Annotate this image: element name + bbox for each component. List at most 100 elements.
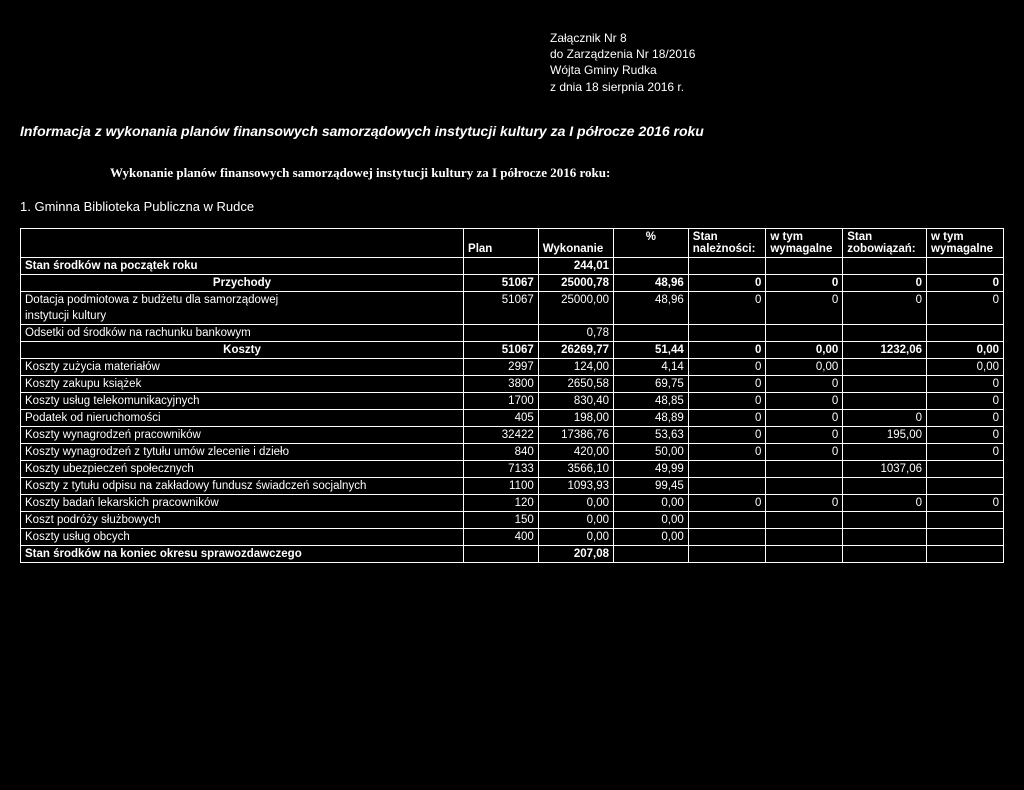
row-label: Koszty usług obcych — [21, 528, 464, 545]
table-row: Odsetki od środków na rachunku bankowym … — [21, 324, 1004, 341]
cell — [843, 511, 927, 528]
cell: 0,00 — [614, 494, 689, 511]
cell: 0 — [927, 291, 1004, 324]
cell: 0 — [927, 274, 1004, 291]
row-label: Koszty — [21, 341, 464, 358]
table-row: Koszty zakupu książek 3800 2650,58 69,75… — [21, 375, 1004, 392]
cell — [927, 528, 1004, 545]
cell: 400 — [464, 528, 539, 545]
cell: 2650,58 — [538, 375, 613, 392]
cell — [843, 375, 927, 392]
cell: 25000,00 — [538, 291, 613, 324]
col-blank — [21, 228, 464, 257]
row-label: Stan środków na koniec okresu sprawozdaw… — [21, 545, 464, 562]
row-label: Stan środków na początek roku — [21, 257, 464, 274]
cell: 1100 — [464, 477, 539, 494]
table-row: Koszty usług obcych 400 0,00 0,00 — [21, 528, 1004, 545]
cell: 32422 — [464, 426, 539, 443]
cell: 99,45 — [614, 477, 689, 494]
cell: 0,00 — [927, 341, 1004, 358]
col-wtym-1: w tym wymagalne — [766, 228, 843, 257]
cell: 4,14 — [614, 358, 689, 375]
row-label: Koszty wynagrodzeń pracowników — [21, 426, 464, 443]
cell: 49,99 — [614, 460, 689, 477]
cell — [843, 528, 927, 545]
cell: 0 — [688, 426, 766, 443]
cell: 0 — [927, 443, 1004, 460]
row-label: Dotacja podmiotowa z budżetu dla samorzą… — [21, 291, 464, 308]
cell: 0,00 — [927, 358, 1004, 375]
row-label: Przychody — [21, 274, 464, 291]
cell: 0 — [927, 494, 1004, 511]
cell: 0,00 — [614, 511, 689, 528]
cell: 25000,78 — [538, 274, 613, 291]
cell: 51,44 — [614, 341, 689, 358]
col-naleznosci: Stan należności: — [688, 228, 766, 257]
cell — [766, 477, 843, 494]
table-row: Stan środków na koniec okresu sprawozdaw… — [21, 545, 1004, 562]
cell: 0 — [766, 291, 843, 324]
cell: 198,00 — [538, 409, 613, 426]
cell: 17386,76 — [538, 426, 613, 443]
cell — [843, 443, 927, 460]
cell: 0 — [766, 443, 843, 460]
cell: 0 — [688, 358, 766, 375]
table-row: Stan środków na początek roku 244,01 — [21, 257, 1004, 274]
cell: 51067 — [464, 274, 539, 291]
cell: 2997 — [464, 358, 539, 375]
table-row: Koszt podróży służbowych 150 0,00 0,00 — [21, 511, 1004, 528]
attachment-header: Załącznik Nr 8 do Zarządzenia Nr 18/2016… — [550, 30, 1004, 95]
header-line: z dnia 18 sierpnia 2016 r. — [550, 79, 1004, 95]
cell: 0,00 — [766, 341, 843, 358]
library-heading: 1. Gminna Biblioteka Publiczna w Rudce — [20, 199, 1004, 214]
cell: 48,89 — [614, 409, 689, 426]
cell: 0 — [688, 392, 766, 409]
finance-table: Plan Wykonanie % Stan należności: w tym … — [20, 228, 1004, 563]
cell — [688, 511, 766, 528]
col-zobowiazan: Stan zobowiązań: — [843, 228, 927, 257]
cell — [843, 392, 927, 409]
table-header-row: Plan Wykonanie % Stan należności: w tym … — [21, 228, 1004, 257]
cell: 0 — [927, 375, 1004, 392]
cell: 0 — [927, 392, 1004, 409]
cell: 1093,93 — [538, 477, 613, 494]
cell: 0 — [766, 494, 843, 511]
cell: 0,00 — [538, 528, 613, 545]
cell: 0 — [688, 494, 766, 511]
table-row: Podatek od nieruchomości 405 198,00 48,8… — [21, 409, 1004, 426]
cell: 195,00 — [843, 426, 927, 443]
cell: 0 — [688, 274, 766, 291]
cell: 3800 — [464, 375, 539, 392]
cell: 0,00 — [538, 511, 613, 528]
cell — [843, 358, 927, 375]
cell: 0 — [688, 291, 766, 324]
cell: 0 — [843, 494, 927, 511]
cell: 48,85 — [614, 392, 689, 409]
cell: 3566,10 — [538, 460, 613, 477]
cell: 420,00 — [538, 443, 613, 460]
cell — [688, 460, 766, 477]
cell: 0 — [927, 409, 1004, 426]
table-row: Koszty zużycia materiałów 2997 124,00 4,… — [21, 358, 1004, 375]
cell: 51067 — [464, 291, 539, 324]
cell: 0 — [766, 274, 843, 291]
sub-title: Wykonanie planów finansowych samorządowe… — [110, 165, 1004, 181]
cell — [927, 477, 1004, 494]
cell: 0 — [766, 426, 843, 443]
table-row: Koszty ubezpieczeń społecznych 7133 3566… — [21, 460, 1004, 477]
row-label: instytucji kultury — [21, 308, 464, 325]
table-row: Koszty wynagrodzeń z tytułu umów zleceni… — [21, 443, 1004, 460]
cell: 0 — [843, 291, 927, 324]
cell: 48,96 — [614, 291, 689, 324]
cell: 1232,06 — [843, 341, 927, 358]
cell — [766, 460, 843, 477]
cell: 0 — [766, 392, 843, 409]
header-line: Wójta Gminy Rudka — [550, 62, 1004, 78]
table-row: Koszty badań lekarskich pracowników 120 … — [21, 494, 1004, 511]
cell: 1037,06 — [843, 460, 927, 477]
cell: 0 — [688, 443, 766, 460]
row-label: Koszty zużycia materiałów — [21, 358, 464, 375]
header-line: do Zarządzenia Nr 18/2016 — [550, 46, 1004, 62]
cell: 0 — [766, 375, 843, 392]
row-label: Koszty ubezpieczeń społecznych — [21, 460, 464, 477]
